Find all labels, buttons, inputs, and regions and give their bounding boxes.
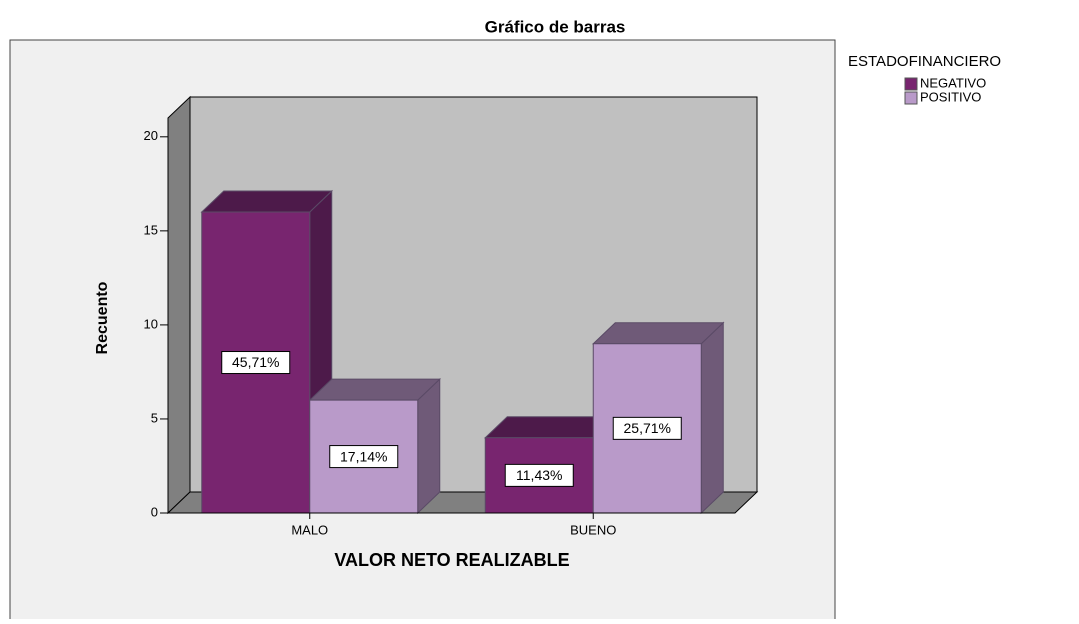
bar-top xyxy=(200,190,333,213)
x-tick-label: MALO xyxy=(291,522,328,537)
legend-title: ESTADOFINANCIERO xyxy=(848,53,1001,70)
data-label-box xyxy=(504,463,574,487)
data-label: 25,71% xyxy=(624,420,671,436)
left-wall xyxy=(167,95,191,515)
data-label-box xyxy=(221,351,291,375)
chart-title: Gráfico de barras xyxy=(485,17,626,36)
legend-swatch xyxy=(904,77,918,91)
y-tick-label: 15 xyxy=(144,222,158,237)
bar-top xyxy=(592,322,725,345)
data-label: 45,71% xyxy=(232,354,279,370)
x-axis-label: VALOR NETO REALIZABLE xyxy=(334,550,569,570)
bar-side xyxy=(700,321,724,515)
legend-label: POSITIVO xyxy=(920,89,981,104)
data-label-box xyxy=(329,445,399,469)
data-label: 11,43% xyxy=(516,467,562,483)
bar xyxy=(308,377,441,515)
data-label: 17,14% xyxy=(340,448,387,464)
y-tick-label: 5 xyxy=(151,410,158,425)
x-tick-label: BUENO xyxy=(570,522,616,537)
legend-swatch xyxy=(904,91,918,105)
data-label-box xyxy=(612,416,682,440)
y-tick-label: 10 xyxy=(144,316,158,331)
y-tick-label: 0 xyxy=(151,504,158,519)
bar-top xyxy=(308,378,441,401)
y-tick-label: 20 xyxy=(144,128,158,143)
y-axis-label: Recuento xyxy=(94,281,111,354)
legend-label: NEGATIVO xyxy=(920,75,986,90)
bar-side xyxy=(417,377,441,515)
